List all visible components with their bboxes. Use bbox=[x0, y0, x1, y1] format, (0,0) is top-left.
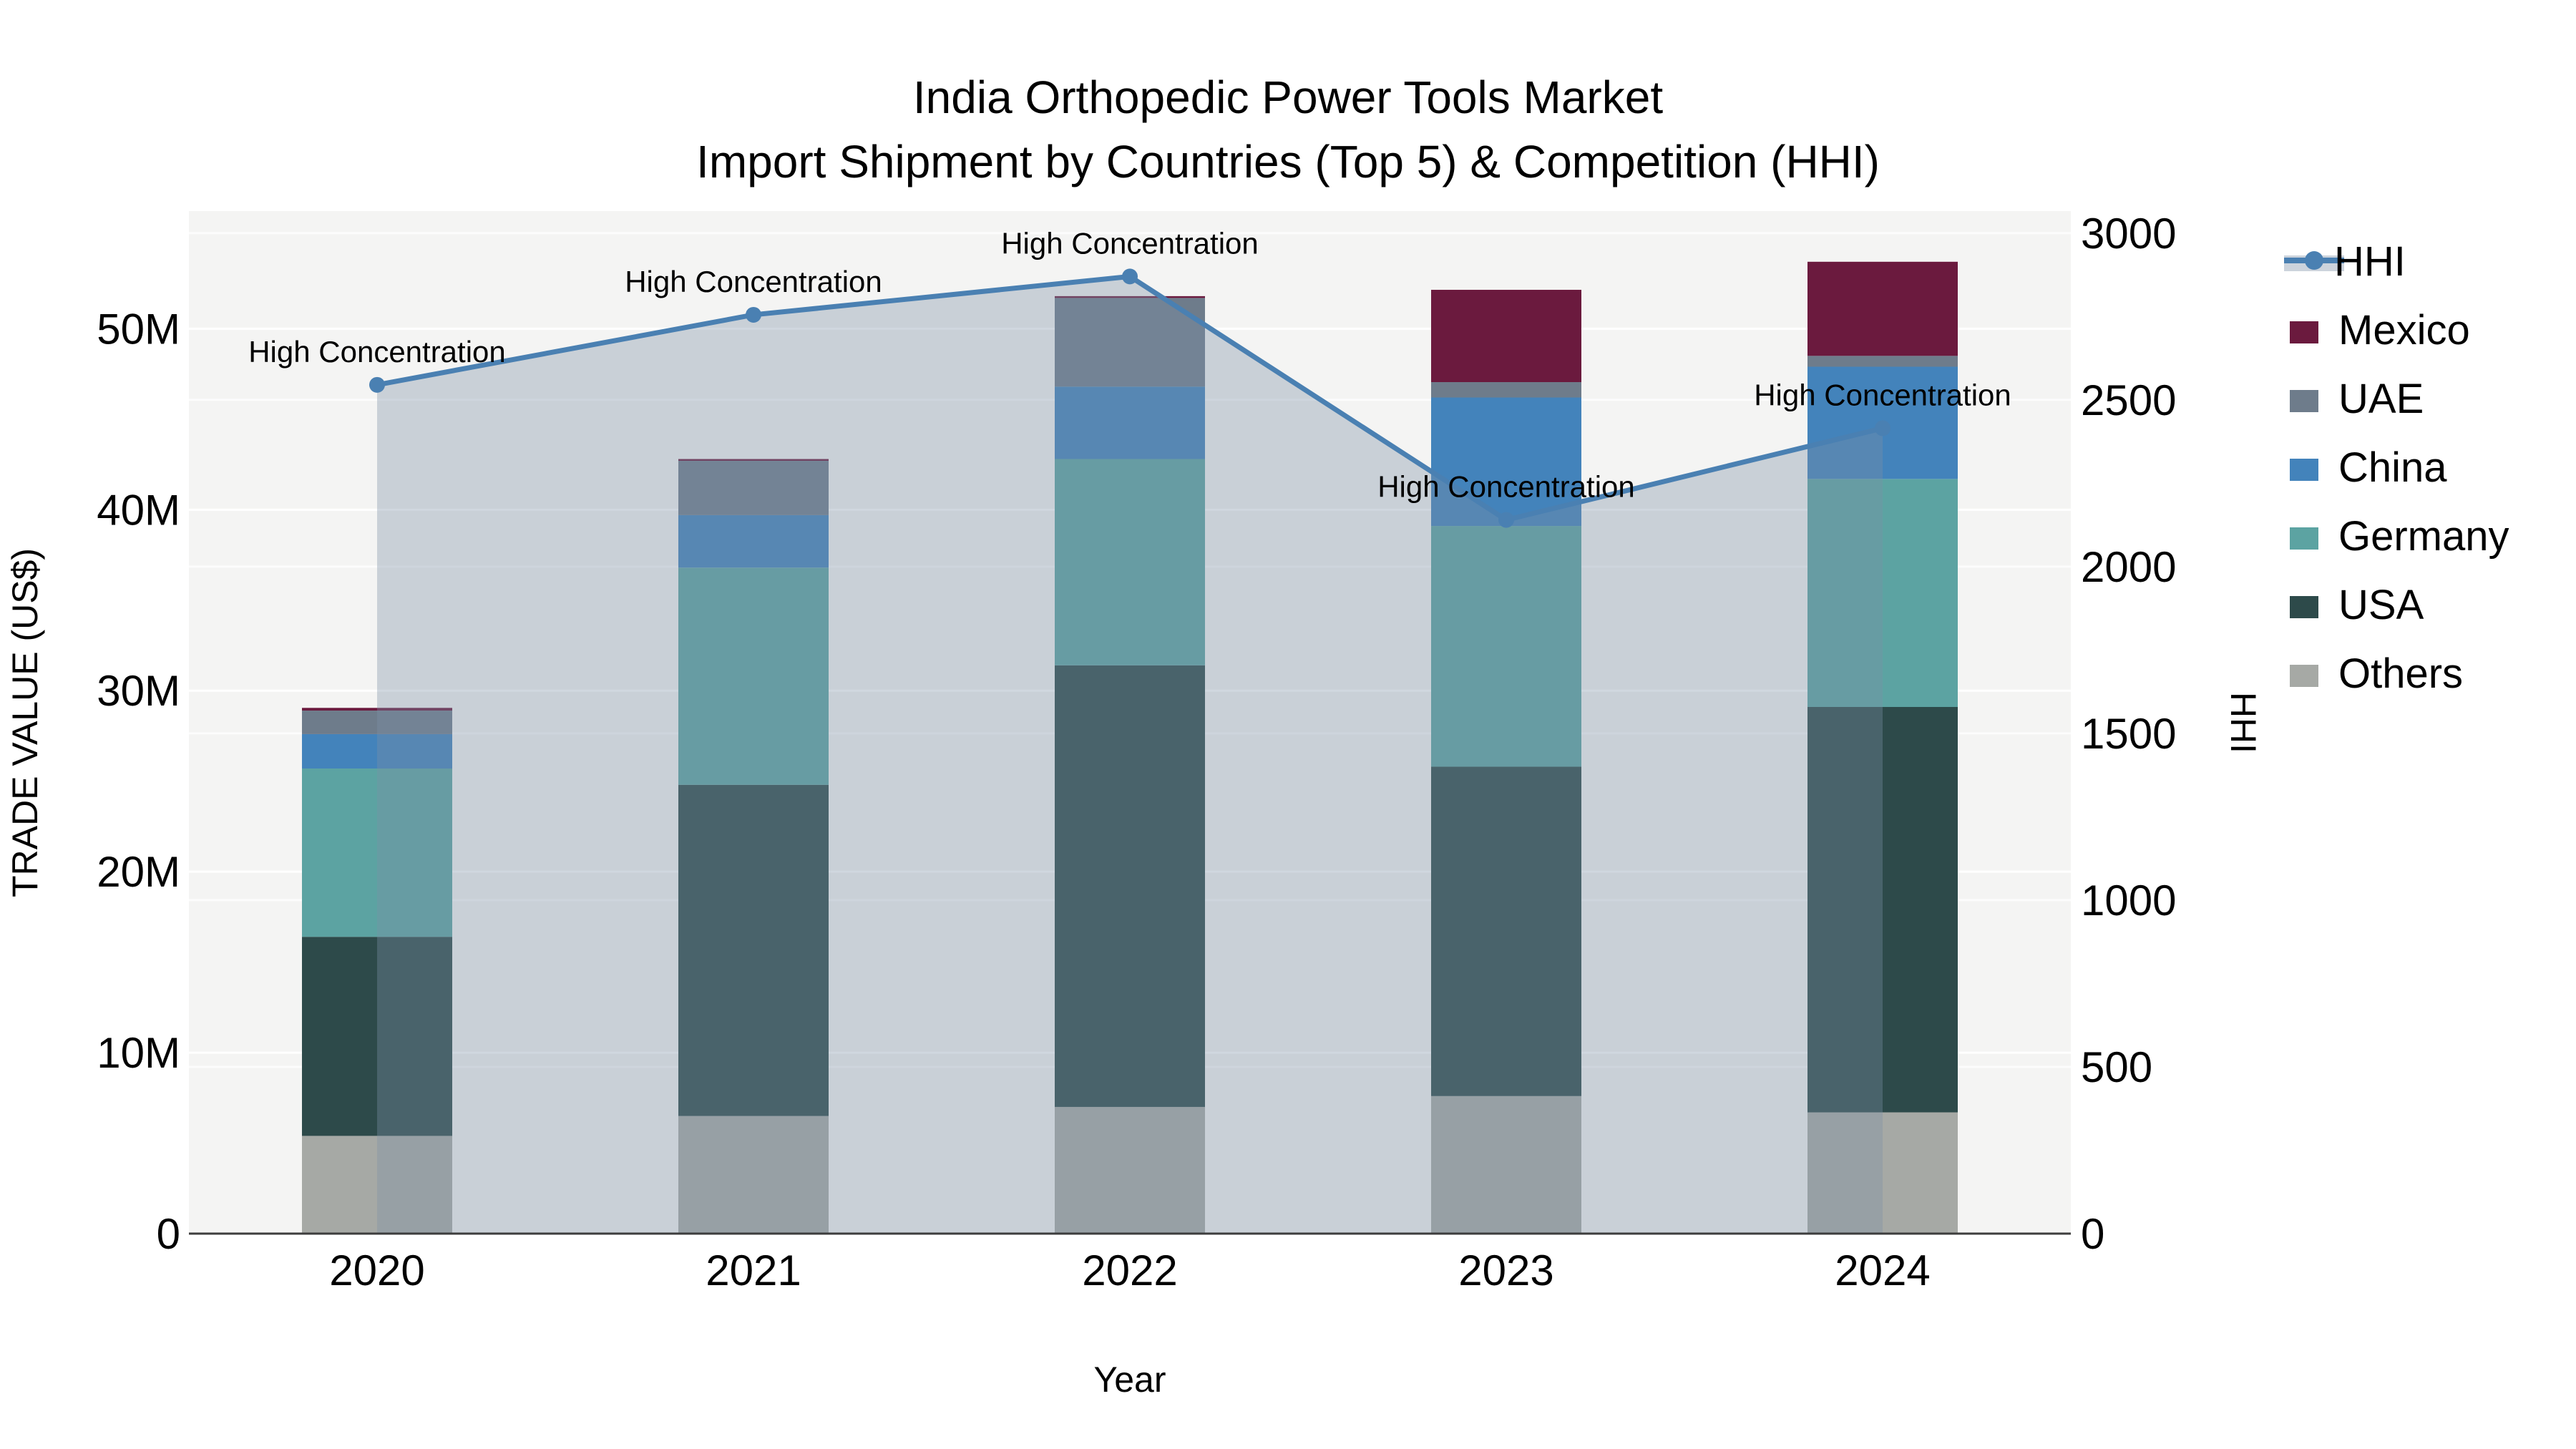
bar-segment-china-2021[interactable] bbox=[678, 514, 829, 568]
chart-title: India Orthopedic Power Tools Market bbox=[913, 72, 1663, 123]
bar-segment-usa-2022[interactable] bbox=[1055, 665, 1205, 1107]
bar-segment-china-2023[interactable] bbox=[1431, 397, 1581, 527]
y-right-tick-500: 500 bbox=[2081, 1043, 2152, 1091]
bar-segment-germany-2023[interactable] bbox=[1431, 526, 1581, 767]
legend-swatch-mexico bbox=[2290, 321, 2318, 343]
x-tick-2022: 2022 bbox=[1082, 1246, 1177, 1294]
annotation-high-concentration-2023: High Concentration bbox=[1377, 470, 1635, 504]
legend-label-uae: UAE bbox=[2338, 376, 2424, 422]
bar-segment-uae-2021[interactable] bbox=[678, 461, 829, 515]
legend-label-china: China bbox=[2338, 444, 2447, 491]
bar-segment-germany-2020[interactable] bbox=[302, 768, 452, 937]
bar-segment-germany-2022[interactable] bbox=[1055, 459, 1205, 665]
bar-segment-germany-2021[interactable] bbox=[678, 567, 829, 785]
bar-segment-usa-2020[interactable] bbox=[302, 937, 452, 1136]
y-left-tick-labels: 0 10M 20M 30M 40M 50M bbox=[97, 305, 180, 1258]
bar-segment-others-2022[interactable] bbox=[1055, 1106, 1205, 1234]
x-tick-labels: 2020 2021 2022 2023 2024 bbox=[329, 1246, 1930, 1294]
hhi-marker-2024[interactable] bbox=[1875, 420, 1890, 436]
bar-segment-others-2020[interactable] bbox=[302, 1136, 452, 1234]
y-right-tick-labels: 0 500 1000 1500 2000 2500 3000 bbox=[2081, 210, 2176, 1258]
hhi-annotations: High Concentration High Concentration High… bbox=[248, 226, 2011, 503]
bar-segment-mexico-2020[interactable] bbox=[302, 708, 452, 711]
annotation-high-concentration-2021: High Concentration bbox=[625, 265, 882, 298]
y-right-tick-2500: 2500 bbox=[2081, 376, 2176, 424]
legend-item-mexico[interactable]: Mexico bbox=[2290, 307, 2470, 353]
bar-segment-mexico-2021[interactable] bbox=[678, 459, 829, 462]
y-right-tick-2000: 2000 bbox=[2081, 543, 2176, 591]
legend-hhi-marker-icon bbox=[2305, 251, 2323, 270]
bar-segment-uae-2020[interactable] bbox=[302, 711, 452, 734]
y-left-axis-label: TRADE VALUE (US$) bbox=[5, 548, 45, 897]
y-left-tick-40M: 40M bbox=[97, 486, 180, 534]
y-left-tick-20M: 20M bbox=[97, 848, 180, 896]
annotation-high-concentration-2024: High Concentration bbox=[1754, 378, 2011, 411]
legend-label-hhi: HHI bbox=[2334, 238, 2406, 285]
bar-segment-germany-2024[interactable] bbox=[1807, 479, 1958, 708]
hhi-marker-2021[interactable] bbox=[746, 306, 761, 323]
bar-segment-usa-2021[interactable] bbox=[678, 784, 829, 1116]
legend-label-mexico: Mexico bbox=[2338, 307, 2470, 353]
bar-segment-uae-2022[interactable] bbox=[1055, 298, 1205, 387]
y-right-tick-0: 0 bbox=[2081, 1210, 2104, 1258]
y-right-axis-label: HHI bbox=[2223, 692, 2263, 753]
hhi-marker-2022[interactable] bbox=[1122, 268, 1138, 285]
x-tick-2023: 2023 bbox=[1458, 1246, 1553, 1294]
bar-segment-china-2022[interactable] bbox=[1055, 386, 1205, 459]
y-right-tick-3000: 3000 bbox=[2081, 210, 2176, 258]
y-left-tick-0: 0 bbox=[157, 1210, 180, 1258]
legend-item-hhi[interactable]: HHI bbox=[2284, 238, 2406, 285]
legend-label-usa: USA bbox=[2338, 582, 2424, 628]
legend-swatch-china bbox=[2290, 459, 2318, 481]
legend-swatch-uae bbox=[2290, 390, 2318, 412]
hhi-marker-2020[interactable] bbox=[369, 376, 385, 393]
bar-segment-uae-2023[interactable] bbox=[1431, 382, 1581, 398]
annotation-high-concentration-2022: High Concentration bbox=[1001, 226, 1259, 260]
x-axis-label: Year bbox=[1093, 1360, 1166, 1400]
legend-item-china[interactable]: China bbox=[2290, 444, 2447, 491]
bar-segment-china-2020[interactable] bbox=[302, 733, 452, 769]
legend-swatch-germany bbox=[2290, 527, 2318, 550]
y-right-tick-1000: 1000 bbox=[2081, 877, 2176, 924]
y-left-tick-50M: 50M bbox=[97, 305, 180, 353]
bar-segment-mexico-2023[interactable] bbox=[1431, 290, 1581, 383]
bar-segment-usa-2024[interactable] bbox=[1807, 707, 1958, 1113]
x-tick-2020: 2020 bbox=[329, 1246, 424, 1294]
legend-label-others: Others bbox=[2338, 650, 2463, 697]
hhi-line-group bbox=[369, 268, 1890, 528]
bar-segment-others-2021[interactable] bbox=[678, 1116, 829, 1234]
bar-segment-others-2024[interactable] bbox=[1807, 1112, 1958, 1234]
legend-label-germany: Germany bbox=[2338, 513, 2509, 560]
bar-segment-usa-2023[interactable] bbox=[1431, 766, 1581, 1096]
hhi-area-fill bbox=[377, 276, 1883, 1234]
bar-segment-mexico-2022[interactable] bbox=[1055, 296, 1205, 298]
y-left-tick-10M: 10M bbox=[97, 1029, 180, 1077]
legend-item-usa[interactable]: USA bbox=[2290, 582, 2424, 628]
y-right-tick-1500: 1500 bbox=[2081, 710, 2176, 758]
x-tick-2021: 2021 bbox=[706, 1246, 801, 1294]
chart-subtitle: Import Shipment by Countries (Top 5) & C… bbox=[696, 136, 1880, 187]
legend: HHI Mexico UAE China Germany USA Others bbox=[2284, 238, 2509, 697]
hhi-marker-2023[interactable] bbox=[1498, 512, 1514, 528]
bar-segment-uae-2024[interactable] bbox=[1807, 356, 1958, 367]
y-left-tick-30M: 30M bbox=[97, 667, 180, 715]
legend-item-others[interactable]: Others bbox=[2290, 650, 2463, 697]
legend-item-uae[interactable]: UAE bbox=[2290, 376, 2424, 422]
legend-swatch-usa bbox=[2290, 596, 2318, 618]
x-tick-2024: 2024 bbox=[1835, 1246, 1930, 1294]
legend-item-germany[interactable]: Germany bbox=[2290, 513, 2509, 560]
legend-swatch-others bbox=[2290, 665, 2318, 687]
stacked-bars bbox=[302, 261, 1958, 1234]
annotation-high-concentration-2020: High Concentration bbox=[248, 335, 506, 369]
bar-segment-mexico-2024[interactable] bbox=[1807, 261, 1958, 356]
bar-segment-others-2023[interactable] bbox=[1431, 1096, 1581, 1234]
